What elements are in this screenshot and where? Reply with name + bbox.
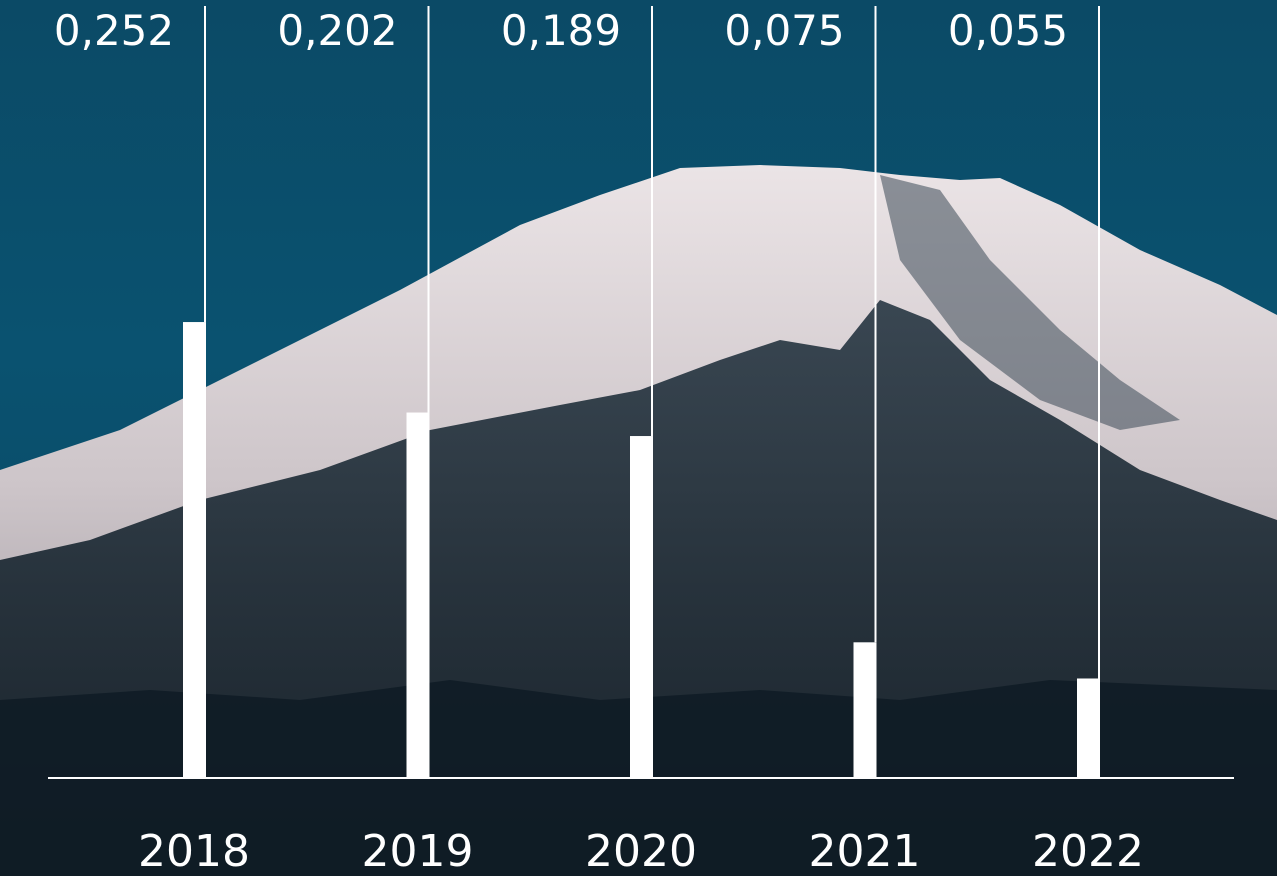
- bar-2020: [630, 436, 653, 778]
- bar-2018: [183, 322, 206, 778]
- bar-2019: [406, 412, 430, 778]
- value-labels-group: 0,252 0,202 0,189 0,075 0,055: [54, 6, 1068, 55]
- category-label-2020: 2020: [585, 826, 697, 876]
- category-label-2018: 2018: [138, 826, 250, 876]
- bar-2021: [853, 642, 877, 778]
- category-label-2021: 2021: [809, 826, 921, 876]
- value-label-2019: 0,202: [277, 6, 397, 55]
- value-label-2022: 0,055: [948, 6, 1068, 55]
- value-label-2021: 0,075: [724, 6, 844, 55]
- bars-group: [183, 322, 1100, 778]
- value-guide-lines: [204, 6, 1100, 679]
- value-label-2020: 0,189: [501, 6, 621, 55]
- value-label-2018: 0,252: [54, 6, 174, 55]
- category-label-2019: 2019: [362, 826, 474, 876]
- category-label-2022: 2022: [1032, 826, 1144, 876]
- bar-2022: [1077, 678, 1100, 778]
- category-labels-group: 2018 2019 2020 2021 2022: [138, 826, 1144, 876]
- mountain-shadow: [880, 175, 1180, 430]
